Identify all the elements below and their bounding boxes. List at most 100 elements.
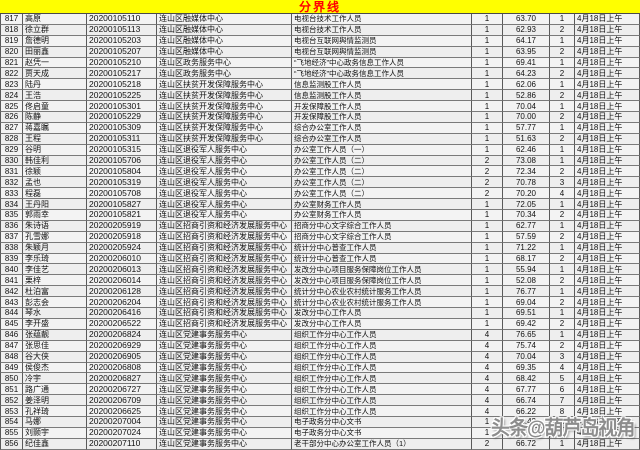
rank-cell: 2 — [550, 112, 575, 123]
score-cell: 57.59 — [503, 231, 550, 243]
table-row: 820 田丽鑫 20200105207 连山区融媒体中心 电视台互联网舆情监测员… — [0, 46, 640, 58]
rank-cell: 6 — [550, 384, 575, 396]
rank-cell: 2 — [550, 46, 575, 58]
interview-session-cell: 4月18日上午 — [575, 373, 640, 385]
employer-unit-cell: 连山区招商引资和经济发展服务中心 — [157, 231, 292, 243]
score-cell: 74.42 — [503, 416, 550, 428]
table-row: 835 郭雨幸 20200105821 连山区退役军人服务中心 办公室财务工作人… — [0, 210, 640, 221]
candidate-name-cell: 徐颖 — [23, 166, 87, 178]
score-cell: 62.46 — [503, 144, 550, 156]
employer-unit-cell: 连山区党建事务服务中心 — [157, 438, 292, 450]
openings-count-cell: 4 — [472, 362, 503, 374]
exam-id-cell: 20200105301 — [87, 101, 157, 113]
position-title-cell: 招商分中心文字综合工作人员 — [292, 231, 472, 243]
candidate-name-cell: 赵凭一 — [23, 57, 87, 69]
row-number-cell: 837 — [0, 231, 23, 243]
position-title-cell: 发改分中心项目服务保障岗位工作人员 — [292, 275, 472, 287]
openings-count-cell: 1 — [472, 14, 503, 25]
candidate-name-cell: 程磊 — [23, 188, 87, 200]
candidate-name-cell: 栗梓 — [23, 275, 87, 287]
position-title-cell: 办公室工作人员（二） — [292, 155, 472, 167]
employer-unit-cell: 连山区融媒体中心 — [157, 35, 292, 47]
interview-session-cell: 4月18日上午 — [575, 177, 640, 189]
score-cell: 66.72 — [503, 438, 550, 450]
interview-session-cell: 4月18日上午 — [575, 46, 640, 58]
exam-id-cell: 20200206905 — [87, 351, 157, 363]
table-row: 817 高原 20200105110 连山区融媒体中心 电视台技术工作人员 1 … — [0, 14, 640, 25]
row-number-cell: 841 — [0, 275, 23, 287]
openings-count-cell: 1 — [472, 101, 503, 113]
candidate-name-cell: 徐立群 — [23, 24, 87, 36]
row-number-cell: 818 — [0, 24, 23, 36]
row-number-cell: 851 — [0, 384, 23, 396]
table-row: 840 李佳艺 20200206013 连山区招商引资和经济发展服务中心 发改分… — [0, 264, 640, 276]
employer-unit-cell: 连山区退役军人服务中心 — [157, 155, 292, 167]
exam-id-cell: 20200207004 — [87, 416, 157, 428]
score-cell: 67.77 — [503, 384, 550, 396]
score-cell: 64.17 — [503, 35, 550, 47]
interview-session-cell: 4月18日上午 — [575, 264, 640, 276]
table-row: 823 陆丹 20200105218 连山区扶贫开发保障服务中心 信息监测股工作… — [0, 79, 640, 91]
interview-session-cell: 4月18日上午 — [575, 416, 640, 428]
rank-cell: 1 — [550, 79, 575, 91]
employer-unit-cell: 连山区扶贫开发保障服务中心 — [157, 133, 292, 145]
position-title-cell: 电视台互联网舆情监测员 — [292, 46, 472, 58]
rank-cell: 2 — [550, 166, 575, 178]
score-cell: 70.20 — [503, 188, 550, 200]
score-cell: 51.63 — [503, 133, 550, 145]
employer-unit-cell: 连山区招商引资和经济发展服务中心 — [157, 318, 292, 330]
rank-cell: 4 — [550, 362, 575, 374]
employer-unit-cell: 连山区招商引资和经济发展服务中心 — [157, 253, 292, 265]
position-title-cell: 信息监测股工作人员 — [292, 90, 472, 102]
interview-session-cell: 4月18日上午 — [575, 144, 640, 156]
position-title-cell: “飞地经济”中心政务信息工作人员 — [292, 68, 472, 80]
openings-count-cell: 1 — [472, 79, 503, 91]
row-number-cell: 826 — [0, 112, 23, 123]
position-title-cell: 组织工作分中心工作人员 — [292, 351, 472, 363]
score-cell: 73.08 — [503, 155, 550, 167]
score-cell: 70.34 — [503, 210, 550, 221]
table-row: 839 李乐琦 20200206010 连山区招商引资和经济发展服务中心 统计分… — [0, 253, 640, 265]
rank-cell: 2 — [550, 133, 575, 145]
score-cell: 62.93 — [503, 24, 550, 36]
table-row: 844 琴水 20200206416 连山区招商引资和经济发展服务中心 发改分中… — [0, 308, 640, 319]
interview-session-cell: 4月18日上午 — [575, 24, 640, 36]
interview-session-cell: 4月18日上午 — [575, 199, 640, 211]
exam-id-cell: 20200207110 — [87, 438, 157, 450]
row-number-cell: 824 — [0, 90, 23, 102]
candidate-name-cell: 杜泊富 — [23, 286, 87, 298]
employer-unit-cell: 连山区党建事务服务中心 — [157, 340, 292, 352]
candidate-name-cell: 王浩 — [23, 90, 87, 102]
interview-session-cell: 4月18日上午 — [575, 438, 640, 450]
employer-unit-cell: 连山区政务服务中心 — [157, 68, 292, 80]
candidate-name-cell: 侯俊杰 — [23, 362, 87, 374]
score-cell: 64.23 — [503, 68, 550, 80]
table-row: 825 佟启童 20200105301 连山区扶贫开发保障服务中心 开发保障股工… — [0, 101, 640, 113]
row-number-cell: 827 — [0, 122, 23, 134]
table-row: 843 彭志会 20200206204 连山区招商引资和经济发展服务中心 统计分… — [0, 297, 640, 309]
exam-id-cell: 20200105708 — [87, 188, 157, 200]
row-number-cell: 847 — [0, 340, 23, 352]
exam-id-cell: 20200206014 — [87, 275, 157, 287]
employer-unit-cell: 连山区党建事务服务中心 — [157, 373, 292, 385]
interview-session-cell: 4月18日上午 — [575, 340, 640, 352]
position-title-cell: 电子政务分中心文书 — [292, 427, 472, 439]
interview-session-cell: 4月18日上午 — [575, 14, 640, 25]
table-row: 831 徐颖 20200105804 连山区退役军人服务中心 办公室工作人员（二… — [0, 166, 640, 178]
rank-cell: 1 — [550, 220, 575, 232]
table-row: 822 贾天成 20200105217 连山区政务服务中心 “飞地经济”中心政务… — [0, 68, 640, 80]
openings-count-cell: 1 — [472, 286, 503, 298]
openings-count-cell: 4 — [472, 373, 503, 385]
openings-count-cell: 1 — [472, 264, 503, 276]
table-row: 824 王浩 20200105225 连山区扶贫开发保障服务中心 信息监测股工作… — [0, 90, 640, 102]
candidate-name-cell: 王程 — [23, 133, 87, 145]
rank-cell: 2 — [550, 318, 575, 330]
rank-cell: 2 — [550, 275, 575, 287]
position-title-cell: 统计分中心农业农村统计服务工作人员 — [292, 286, 472, 298]
candidate-name-cell: 纪佳鑫 — [23, 438, 87, 450]
score-cell: 66.74 — [503, 395, 550, 407]
exam-id-cell: 20200105225 — [87, 90, 157, 102]
exam-id-cell: 20200206929 — [87, 340, 157, 352]
table-row: 837 孔雪娜 20200205918 连山区招商引资和经济发展服务中心 招商分… — [0, 231, 640, 243]
candidate-name-cell: 孔祥琦 — [23, 406, 87, 417]
